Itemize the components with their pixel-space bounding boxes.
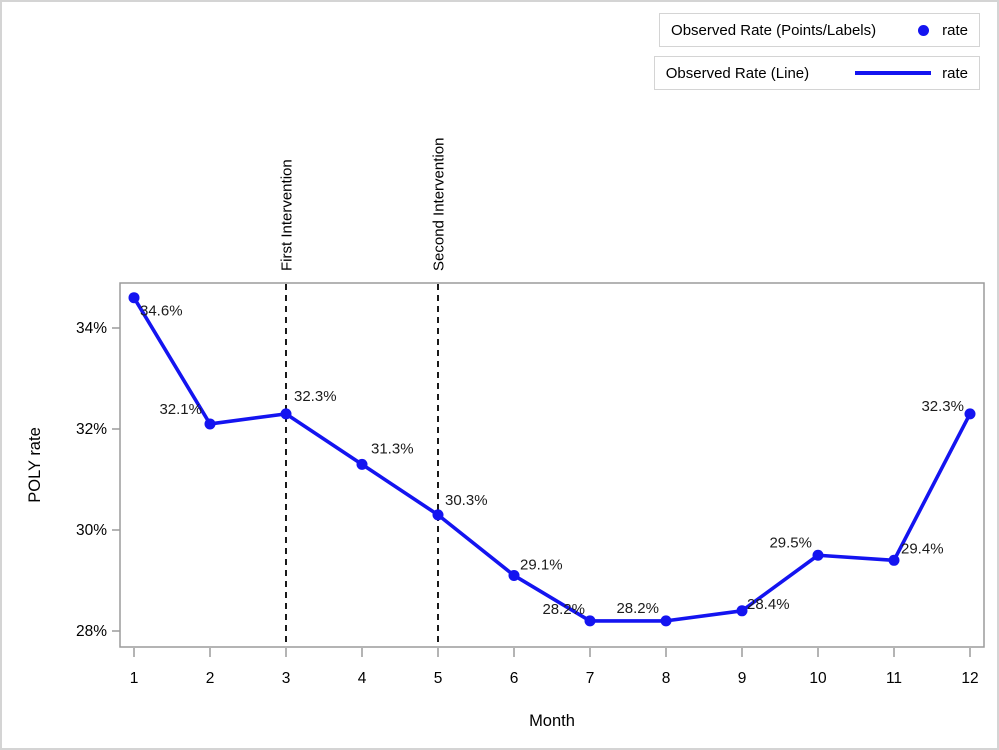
data-point-label: 34.6% (140, 303, 183, 320)
y-tick-label: 32% (76, 421, 107, 438)
data-point (508, 569, 520, 581)
series-line-rate (132, 295, 972, 623)
data-point (432, 509, 444, 521)
y-tick-label: 34% (76, 320, 107, 337)
y-tick-label: 28% (76, 623, 107, 640)
data-point (888, 554, 900, 566)
data-point (812, 549, 824, 561)
data-point-label: 29.4% (901, 540, 944, 557)
x-tick-label: 5 (434, 670, 443, 687)
data-point (356, 458, 368, 470)
data-point (128, 292, 140, 304)
legend-entry-points-series-label: rate (942, 21, 968, 39)
data-point-label: 28.4% (747, 596, 790, 613)
data-point (204, 418, 216, 430)
data-point-label: 28.2% (616, 600, 659, 617)
legend-entry-line-title: Observed Rate (Line) (665, 64, 810, 82)
y-tick-label: 30% (76, 522, 107, 539)
legend-entry-points: Observed Rate (Points/Labels) rate (659, 13, 980, 47)
data-point (964, 408, 976, 420)
data-point-label: 32.3% (921, 398, 964, 415)
legend: Observed Rate (Points/Labels) rate Obser… (653, 13, 980, 90)
data-point-label: 30.3% (445, 492, 488, 509)
x-tick-label: 1 (130, 670, 139, 687)
data-point-label: 32.1% (159, 401, 202, 418)
data-point (584, 615, 596, 627)
reference-line-label-2: Second Intervention (431, 138, 448, 271)
data-point (280, 408, 292, 420)
data-point-label: 32.3% (294, 388, 337, 405)
x-tick-label: 10 (809, 670, 827, 687)
data-point-label: 31.3% (371, 440, 414, 457)
x-tick-label: 7 (586, 670, 595, 687)
x-tick-label: 3 (282, 670, 291, 687)
point-marker-icon (918, 24, 930, 36)
x-tick-label: 4 (358, 670, 367, 687)
x-tick-label: 2 (206, 670, 215, 687)
data-point-label: 29.1% (520, 556, 563, 573)
data-point (660, 615, 672, 627)
data-point-label: 28.2% (542, 601, 585, 618)
legend-entry-points-title: Observed Rate (Points/Labels) (671, 21, 877, 39)
legend-entry-line: Observed Rate (Line) rate (653, 56, 980, 90)
plot-area-border (119, 282, 985, 648)
x-tick-label: 11 (886, 670, 902, 687)
x-axis-title: Month (529, 712, 575, 730)
x-tick-label: 8 (662, 670, 671, 687)
data-point-label: 29.5% (769, 534, 812, 551)
legend-entry-line-series-label: rate (942, 64, 968, 82)
reference-line-label-1: First Intervention (279, 159, 296, 271)
y-axis-title: POLY rate (26, 427, 44, 503)
x-tick-label: 9 (738, 670, 747, 687)
x-tick-label: 6 (510, 670, 519, 687)
data-point (736, 605, 748, 617)
line-marker-icon (855, 71, 932, 75)
x-tick-label: 12 (961, 670, 978, 687)
